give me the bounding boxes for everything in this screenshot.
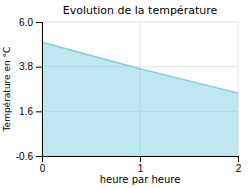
grid [42,22,238,156]
tick: 6.0 [19,17,42,28]
chart: 0 1 2 -0.6 1.6 3.8 6.0 Evolution de la températ… [0,0,250,188]
tick: 0 [40,156,46,174]
y-axis: -0.6 1.6 3.8 6.0 [16,17,43,162]
tick-label: 1.6 [19,106,33,117]
line [42,42,238,93]
x-label: heure par heure [100,174,181,185]
area [42,42,238,156]
marks [42,42,238,156]
axis-line [43,157,239,163]
x-axis: 0 1 2 [40,156,242,174]
tick-label: 3.8 [19,61,33,72]
tick-label: 2 [236,163,242,174]
tick-mark [238,156,239,162]
tick-mark [36,67,42,68]
plot: 0 1 2 -0.6 1.6 3.8 6.0 [16,17,242,174]
tick-label: -0.6 [16,151,34,162]
tick-mark [140,156,141,162]
tick: 1.6 [19,106,42,117]
tick-mark [36,22,42,23]
tick: -0.6 [16,151,42,162]
tick: 3.8 [19,61,42,72]
tick: 2 [236,156,242,174]
tick-mark [36,111,42,112]
tick-label: 1 [138,163,144,174]
axis-line [36,23,43,157]
tick-label: 6.0 [19,17,33,28]
tick-label: 0 [40,163,46,174]
tick-mark [36,156,42,157]
y-label: Température en °C [2,47,12,133]
title: Evolution de la température [63,4,218,17]
tick: 1 [138,156,144,174]
